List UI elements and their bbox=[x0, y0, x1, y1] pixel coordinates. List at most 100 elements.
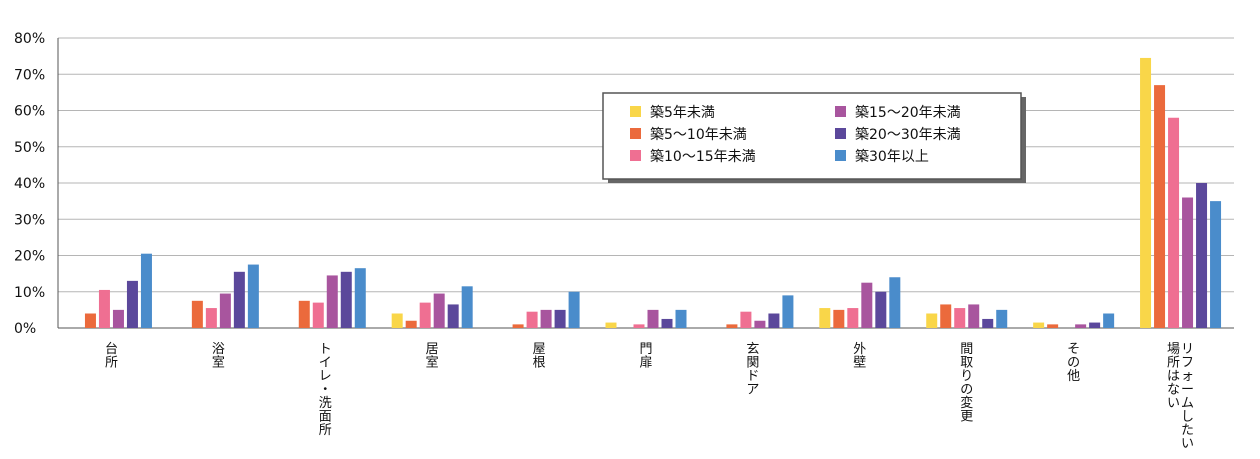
x-tick-char: 洗 bbox=[319, 396, 332, 411]
bar bbox=[247, 264, 259, 328]
bar bbox=[1182, 197, 1194, 328]
bar bbox=[819, 308, 831, 328]
x-tick-char: 台 bbox=[105, 342, 118, 357]
bar bbox=[661, 318, 673, 328]
legend-label: 築5～10年未満 bbox=[650, 127, 747, 143]
bar bbox=[219, 293, 231, 328]
bar bbox=[1089, 322, 1101, 328]
bar bbox=[726, 324, 738, 328]
x-tick-char: 浴 bbox=[212, 342, 225, 357]
bar bbox=[889, 277, 901, 328]
bar bbox=[233, 271, 245, 328]
bar bbox=[568, 291, 580, 328]
x-tick-char: の bbox=[960, 383, 973, 398]
x-tick-char: の bbox=[1067, 356, 1080, 371]
legend-swatch bbox=[835, 150, 846, 161]
legend-label: 築15～20年未満 bbox=[855, 105, 961, 121]
bar bbox=[84, 313, 96, 328]
bar bbox=[191, 300, 203, 328]
x-tick-char: 所 bbox=[319, 423, 332, 438]
legend-entry: 築15～20年未満 bbox=[835, 105, 961, 121]
bar bbox=[1033, 322, 1045, 328]
x-tick-char: ー bbox=[1181, 383, 1194, 398]
y-tick-label: 60% bbox=[14, 104, 45, 120]
legend-entry: 築20～30年未満 bbox=[835, 127, 961, 143]
x-tick-char: ・ bbox=[319, 383, 332, 398]
bar bbox=[112, 309, 124, 328]
bar bbox=[768, 313, 780, 328]
x-tick-char: 場 bbox=[1167, 342, 1180, 357]
x-tick-char: 所 bbox=[105, 356, 118, 371]
x-tick-char: ム bbox=[1181, 396, 1194, 411]
x-tick-char: は bbox=[1167, 369, 1180, 384]
bar bbox=[526, 311, 538, 328]
x-tick-label: 居室 bbox=[426, 342, 439, 371]
legend-swatch bbox=[630, 106, 641, 117]
x-tick-char: い bbox=[1167, 396, 1180, 411]
bar bbox=[354, 268, 366, 328]
bar bbox=[740, 311, 752, 328]
x-tick-label: 屋根 bbox=[533, 342, 546, 371]
bar bbox=[782, 295, 794, 328]
legend-label: 築20～30年未満 bbox=[855, 127, 961, 143]
x-tick-char: 外 bbox=[853, 342, 866, 357]
x-tick-char: ド bbox=[746, 369, 759, 384]
x-tick-char: そ bbox=[1067, 342, 1080, 357]
bar bbox=[926, 313, 938, 328]
bar bbox=[126, 280, 138, 328]
legend-label: 築10～15年未満 bbox=[650, 149, 756, 165]
x-tick-label: 外壁 bbox=[853, 342, 866, 371]
legend-entry: 築5年未満 bbox=[630, 105, 715, 121]
bar bbox=[140, 253, 152, 328]
y-tick-label: 40% bbox=[14, 176, 45, 192]
bar bbox=[1168, 117, 1180, 328]
bar bbox=[298, 300, 310, 328]
legend-swatch bbox=[630, 128, 641, 139]
x-tick-char: 根 bbox=[533, 356, 546, 371]
bar bbox=[861, 282, 873, 328]
x-tick-char: ト bbox=[319, 342, 332, 357]
bar bbox=[875, 291, 887, 328]
x-tick-label: 台所 bbox=[105, 342, 118, 371]
legend-label: 築5年未満 bbox=[650, 105, 715, 121]
bar bbox=[968, 304, 980, 328]
x-tick-label: トイレ・洗面所 bbox=[319, 342, 332, 438]
y-tick-label: 10% bbox=[14, 285, 45, 301]
bar bbox=[1140, 57, 1152, 328]
x-tick-char: 室 bbox=[212, 355, 225, 371]
x-tick-char: な bbox=[1167, 383, 1180, 398]
x-tick-char: レ bbox=[319, 369, 332, 384]
legend-entry: 築10～15年未満 bbox=[630, 149, 756, 165]
x-tick-char: い bbox=[1181, 437, 1194, 452]
x-tick-char: 屋 bbox=[533, 342, 546, 357]
bar bbox=[312, 302, 324, 328]
bar bbox=[405, 320, 417, 328]
x-tick-char: ア bbox=[746, 383, 759, 398]
x-tick-char: ォ bbox=[1181, 369, 1194, 384]
x-tick-char: 面 bbox=[319, 410, 332, 425]
bar bbox=[512, 324, 524, 328]
x-tick-char: 玄 bbox=[746, 342, 759, 357]
x-tick-label: その他 bbox=[1067, 342, 1080, 384]
y-tick-label: 30% bbox=[14, 212, 45, 228]
x-tick-char: フ bbox=[1181, 356, 1194, 371]
bar bbox=[633, 324, 645, 328]
legend-label: 築30年以上 bbox=[855, 149, 929, 165]
bar bbox=[461, 286, 473, 328]
y-tick-label: 70% bbox=[14, 67, 45, 83]
bar bbox=[1210, 201, 1222, 328]
bar bbox=[391, 313, 403, 328]
x-tick-char: 取 bbox=[960, 356, 973, 371]
bar bbox=[1075, 324, 1087, 328]
x-tick-char: り bbox=[960, 369, 973, 384]
x-tick-char: 間 bbox=[960, 342, 973, 357]
bar bbox=[605, 322, 617, 328]
bar bbox=[205, 308, 217, 328]
bar bbox=[754, 320, 766, 328]
x-tick-char: 壁 bbox=[853, 356, 866, 371]
x-tick-char: 他 bbox=[1067, 369, 1080, 384]
x-tick-label: 浴室 bbox=[212, 342, 225, 371]
x-tick-char: た bbox=[1181, 423, 1194, 438]
x-tick-char: 門 bbox=[639, 342, 652, 357]
